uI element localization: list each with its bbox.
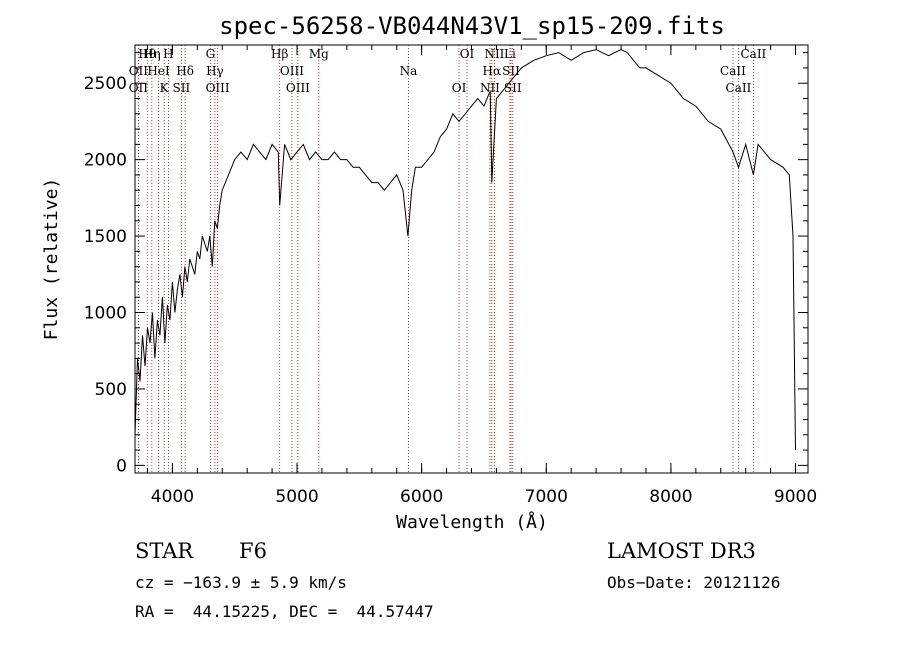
y-axis-label: Flux (relative): [41, 178, 62, 341]
y-tick-label: 0: [116, 456, 127, 476]
plot-frame: [134, 44, 809, 474]
line-marker-label: OI: [452, 81, 467, 95]
line-markers: [137, 45, 754, 473]
line-marker-label: H: [163, 47, 173, 61]
line-marker-label: Hγ: [206, 64, 224, 78]
line-marker-label: HeI: [147, 64, 170, 78]
line-marker-label: OII: [129, 81, 149, 95]
line-marker-label: CaII: [726, 81, 752, 95]
line-marker-label: Hδ: [176, 64, 194, 78]
line-marker-label: Hβ: [271, 47, 288, 61]
line-marker-label: CaII: [720, 64, 746, 78]
line-marker-label: G: [206, 47, 216, 61]
line-marker-label: CaII: [740, 47, 766, 61]
line-marker-label: Na: [400, 64, 418, 78]
line-marker-label: OII: [129, 64, 149, 78]
object-class: STAR: [135, 539, 194, 563]
y-tick-label: 1000: [84, 304, 127, 324]
line-marker-label: OI: [460, 47, 475, 61]
line-marker-label: Hη: [143, 47, 161, 61]
line-marker-labels: Hθ OII OII Hη HeI K HHδ SII G Hγ OIII Hβ OIII OIII Mg N…: [129, 47, 767, 95]
y-tick-label: 2000: [84, 151, 127, 171]
x-tick-label: 8000: [649, 487, 692, 507]
line-marker-label: Hα: [483, 64, 502, 78]
line-marker-label: NII: [480, 81, 500, 95]
line-marker-label: Mg: [309, 47, 329, 61]
line-marker-label: Li: [504, 47, 516, 61]
x-tick-label: 7000: [525, 487, 568, 507]
y-tick-label: 500: [95, 380, 127, 400]
y-tick-label: 1500: [84, 227, 127, 247]
x-tick-label: 5000: [275, 487, 318, 507]
x-axis-label: Wavelength (Å): [396, 511, 548, 533]
line-marker-label: OIII: [280, 64, 304, 78]
line-marker-label: SII: [173, 81, 191, 95]
line-marker-label: NII: [484, 47, 504, 61]
line-marker-label: Hθ: [138, 47, 156, 61]
line-marker-label: OIII: [206, 81, 230, 95]
x-axis: 4000 5000 6000 7000 8000 9000: [146, 45, 817, 507]
redshift-velocity: cz = −163.9 ± 5.9 km/s: [135, 573, 347, 592]
x-tick-label: 9000: [774, 487, 817, 507]
chart-title: spec-56258-VB044N43V1_sp15-209.fits: [219, 12, 725, 40]
x-tick-label: 4000: [151, 487, 194, 507]
line-marker-label: SII: [504, 81, 522, 95]
survey-name: LAMOST DR3: [607, 539, 756, 563]
line-marker-label: K: [160, 81, 170, 95]
y-axis: 0 500 1000 1500 2000 2500: [84, 52, 808, 476]
x-tick-label: 6000: [400, 487, 443, 507]
spectrum-line: [134, 49, 796, 451]
observation-date: Obs−Date: 20121126: [607, 573, 781, 592]
coordinates: RA = 44.15225, DEC = 44.57447: [135, 602, 434, 621]
line-marker-label: OIII: [286, 81, 310, 95]
object-subclass: F6: [239, 539, 267, 563]
line-marker-label: SII: [502, 64, 520, 78]
y-tick-label: 2500: [84, 74, 127, 94]
